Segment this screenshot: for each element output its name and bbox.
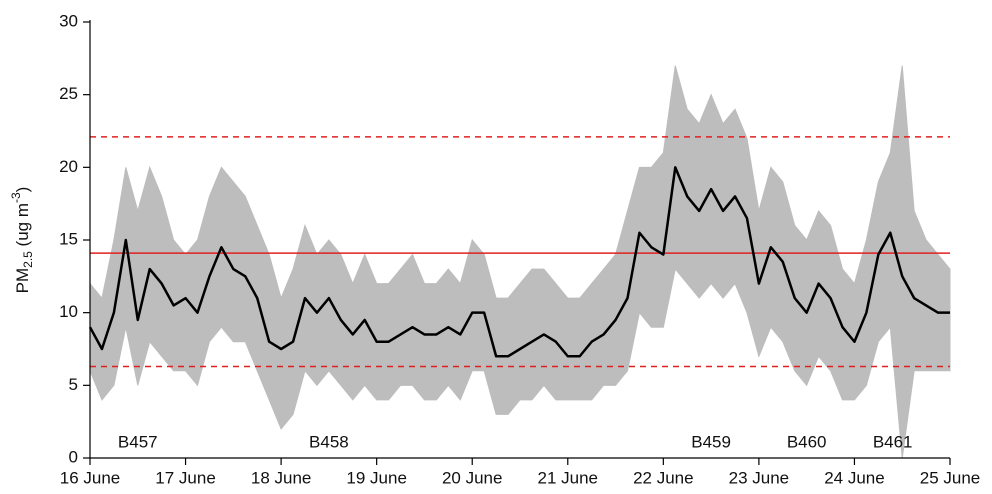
y-tick-label: 25 xyxy=(59,84,78,103)
x-tick-label: 21 June xyxy=(538,468,599,487)
annotation: B457 xyxy=(118,432,158,451)
annotation: B459 xyxy=(691,432,731,451)
x-tick-label: 20 June xyxy=(442,468,503,487)
annotation: B458 xyxy=(309,432,349,451)
y-tick-label: 5 xyxy=(69,375,78,394)
x-tick-label: 19 June xyxy=(346,468,407,487)
x-tick-label: 25 June xyxy=(920,468,981,487)
x-tick-label: 23 June xyxy=(729,468,790,487)
data-line xyxy=(88,166,950,358)
x-tick-label: 16 June xyxy=(60,468,121,487)
y-tick-label: 30 xyxy=(59,11,78,30)
y-axis-label: PM2.5 (ug m-3) xyxy=(9,187,35,294)
y-label-unit: (ug m xyxy=(13,203,32,251)
y-tick-label: 0 xyxy=(69,447,78,466)
y-tick-label: 10 xyxy=(59,302,78,321)
x-tick-label: 18 June xyxy=(251,468,312,487)
annotation: B461 xyxy=(873,432,913,451)
x-tick-label: 17 June xyxy=(155,468,216,487)
y-label-main: PM xyxy=(13,268,32,294)
y-tick-label: 15 xyxy=(59,229,78,248)
x-tick-label: 24 June xyxy=(824,468,885,487)
y-label-sup: -3 xyxy=(9,192,23,203)
y-tick-label: 20 xyxy=(59,157,78,176)
y-label-sub: 2.5 xyxy=(21,251,35,268)
annotation: B460 xyxy=(787,432,827,451)
x-tick-label: 22 June xyxy=(633,468,694,487)
range-band xyxy=(89,65,951,459)
y-label-end: ) xyxy=(13,187,32,193)
